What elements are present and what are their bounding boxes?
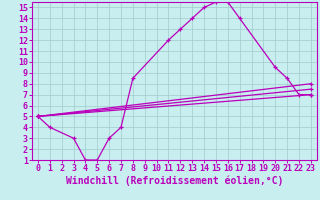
X-axis label: Windchill (Refroidissement éolien,°C): Windchill (Refroidissement éolien,°C): [66, 176, 283, 186]
